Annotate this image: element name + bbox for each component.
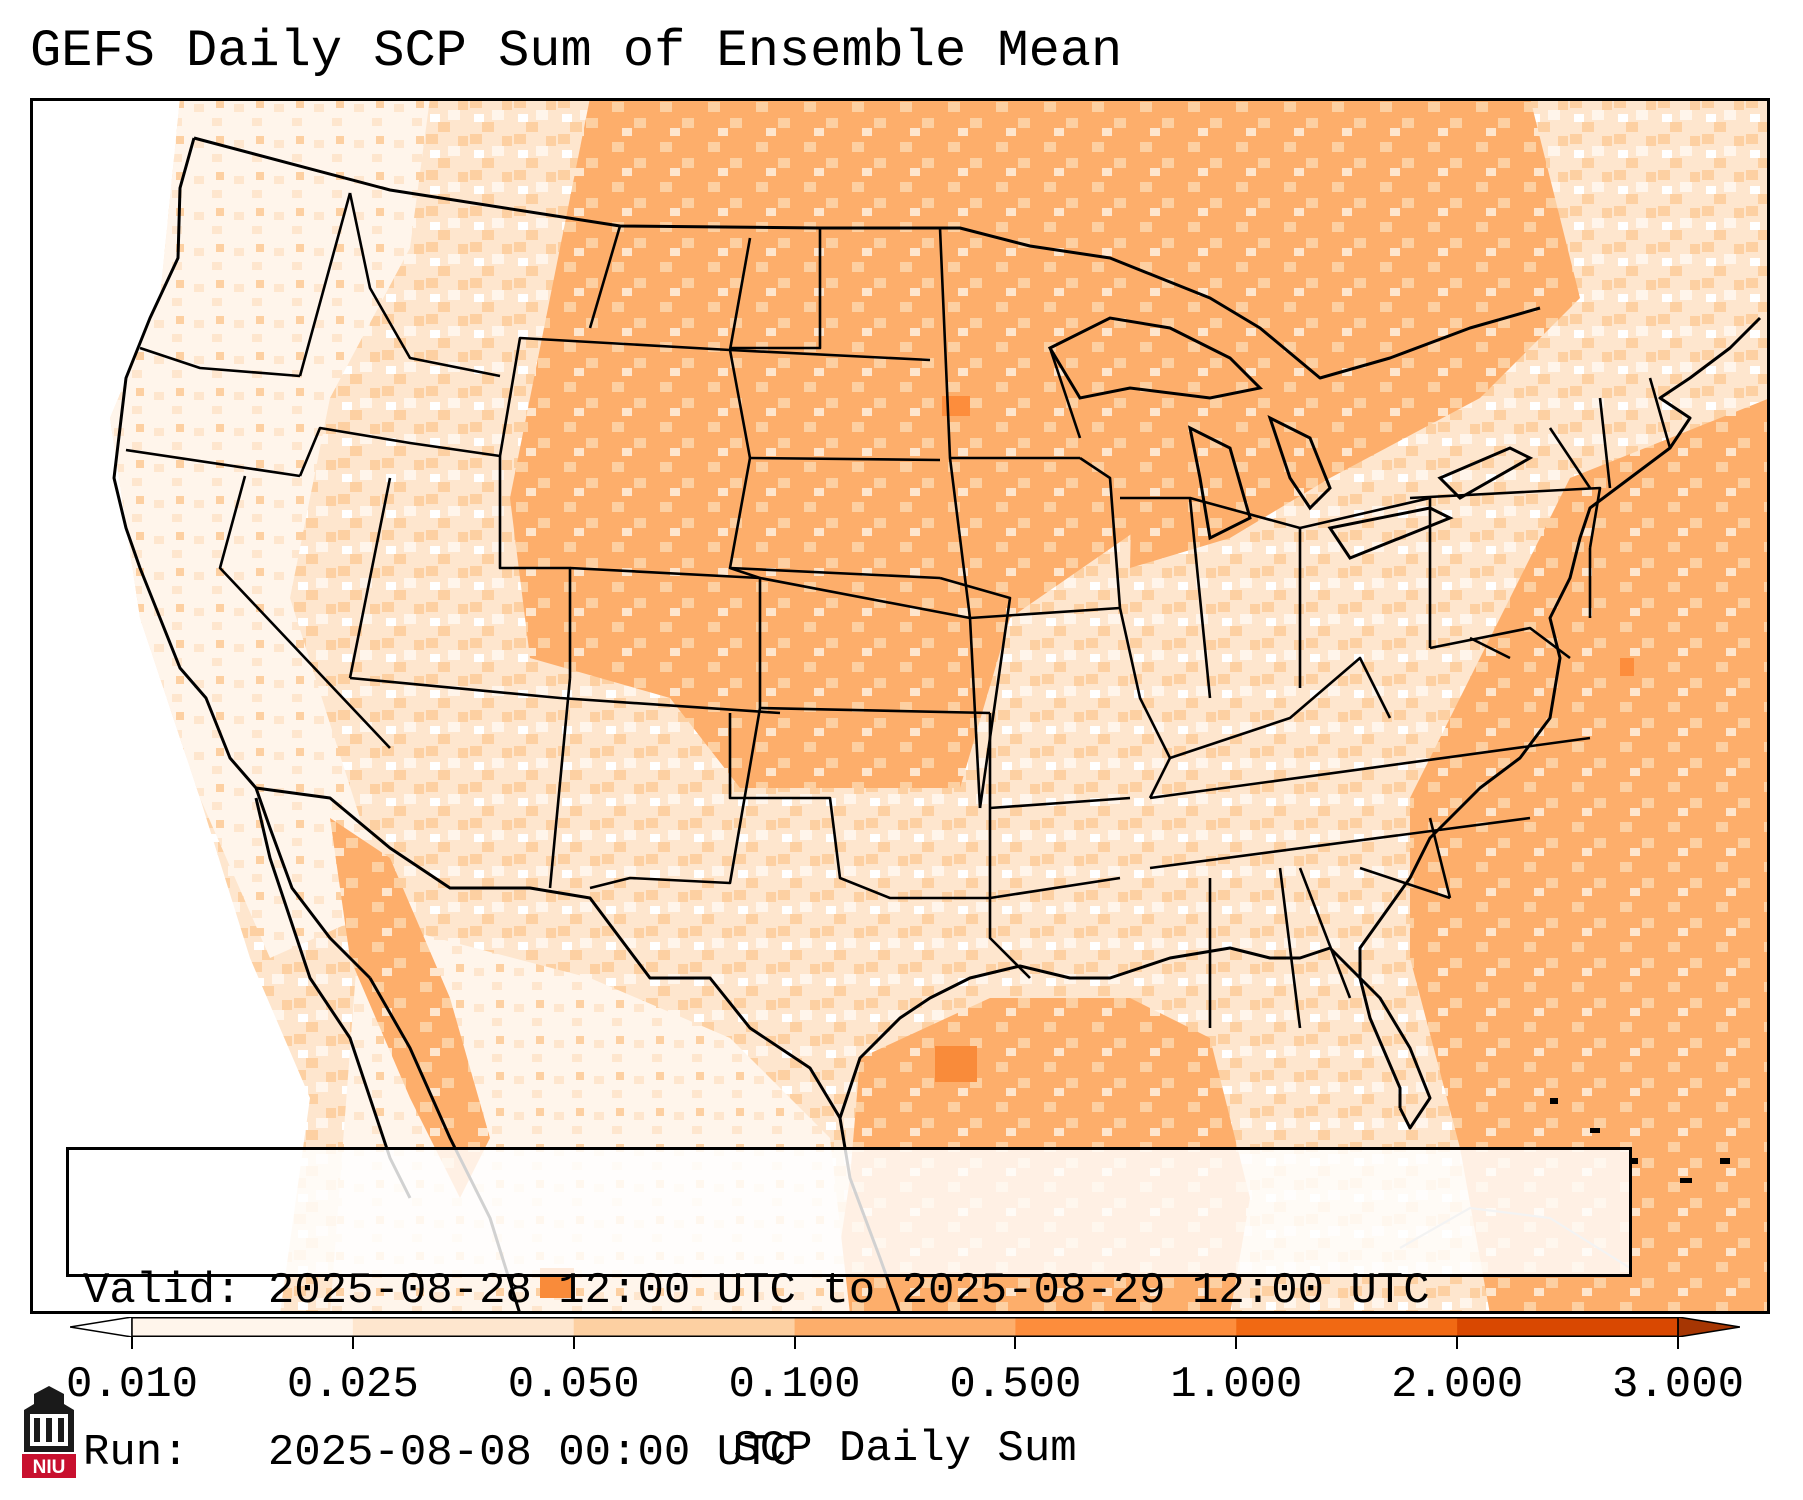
colorbar xyxy=(70,1317,1740,1337)
colorbar-tick-mark xyxy=(1235,1337,1238,1349)
state-borders xyxy=(125,192,1672,1029)
map-title: GEFS Daily SCP Sum of Ensemble Mean xyxy=(30,22,1123,81)
niu-logo-text: NIU xyxy=(33,1457,66,1478)
colorbar-tick-label: 1.000 xyxy=(1170,1360,1303,1410)
colorbar-segment xyxy=(1457,1317,1679,1337)
colorbar-tick-label: 0.025 xyxy=(286,1360,419,1410)
run-time-text: Run: 2025-08-08 00:00 UTC xyxy=(83,1428,796,1478)
valid-run-info-box: Valid: 2025-08-28 12:00 UTC to 2025-08-2… xyxy=(66,1147,1632,1478)
colorbar-extend-low xyxy=(70,1317,133,1337)
great-lakes xyxy=(1047,316,1534,560)
colorbar-tick-label: 0.100 xyxy=(728,1360,861,1410)
colorbar-tick-label: 3.000 xyxy=(1611,1360,1745,1410)
colorbar-tick-mark xyxy=(572,1337,575,1349)
valid-time-text: Valid: 2025-08-28 12:00 UTC to 2025-08-2… xyxy=(83,1266,1430,1316)
baja-region xyxy=(330,818,490,1198)
colorbar-tick-mark xyxy=(131,1337,133,1349)
colorbar-tick-mark xyxy=(793,1337,796,1349)
colorbar-label: SCP Daily Sum xyxy=(733,1424,1077,1474)
map-border xyxy=(30,98,1770,1314)
colorbar-tick-mark xyxy=(1014,1337,1017,1349)
great-lakes-region xyxy=(1130,98,1580,568)
colorbar-segment xyxy=(794,1317,1016,1337)
niu-logo: NIU xyxy=(22,1386,76,1478)
colorbar-segment xyxy=(1015,1317,1237,1337)
pacific-ocean xyxy=(30,98,310,1314)
texas-coast-spot xyxy=(935,1046,977,1082)
colorbar-tick-label: 2.000 xyxy=(1391,1360,1524,1410)
colorbar-outline xyxy=(131,1317,1679,1337)
colorbar-tick-mark xyxy=(351,1337,354,1349)
colorbar-segment xyxy=(1236,1317,1458,1337)
colorbar-tick-label: 0.010 xyxy=(65,1360,199,1410)
colorbar-segment xyxy=(352,1317,575,1337)
colorbar-segment xyxy=(132,1317,354,1337)
atlantic-region xyxy=(1410,398,1770,1314)
colorbar-tick-label: 0.050 xyxy=(507,1360,640,1410)
northern-plains-region xyxy=(510,98,1140,788)
atlantic-spot xyxy=(1620,658,1634,676)
colorbar-tick-label: 0.500 xyxy=(949,1360,1082,1410)
colorbar-tick-mark xyxy=(1677,1337,1679,1349)
colorbar-tick-mark xyxy=(1456,1337,1459,1349)
west-coast-light-region xyxy=(110,98,430,958)
bahamas-islands xyxy=(1550,1098,1730,1183)
colorbar-extend-high xyxy=(1677,1317,1740,1337)
colorbar-segment xyxy=(573,1317,796,1337)
map-panel xyxy=(30,98,1770,1314)
